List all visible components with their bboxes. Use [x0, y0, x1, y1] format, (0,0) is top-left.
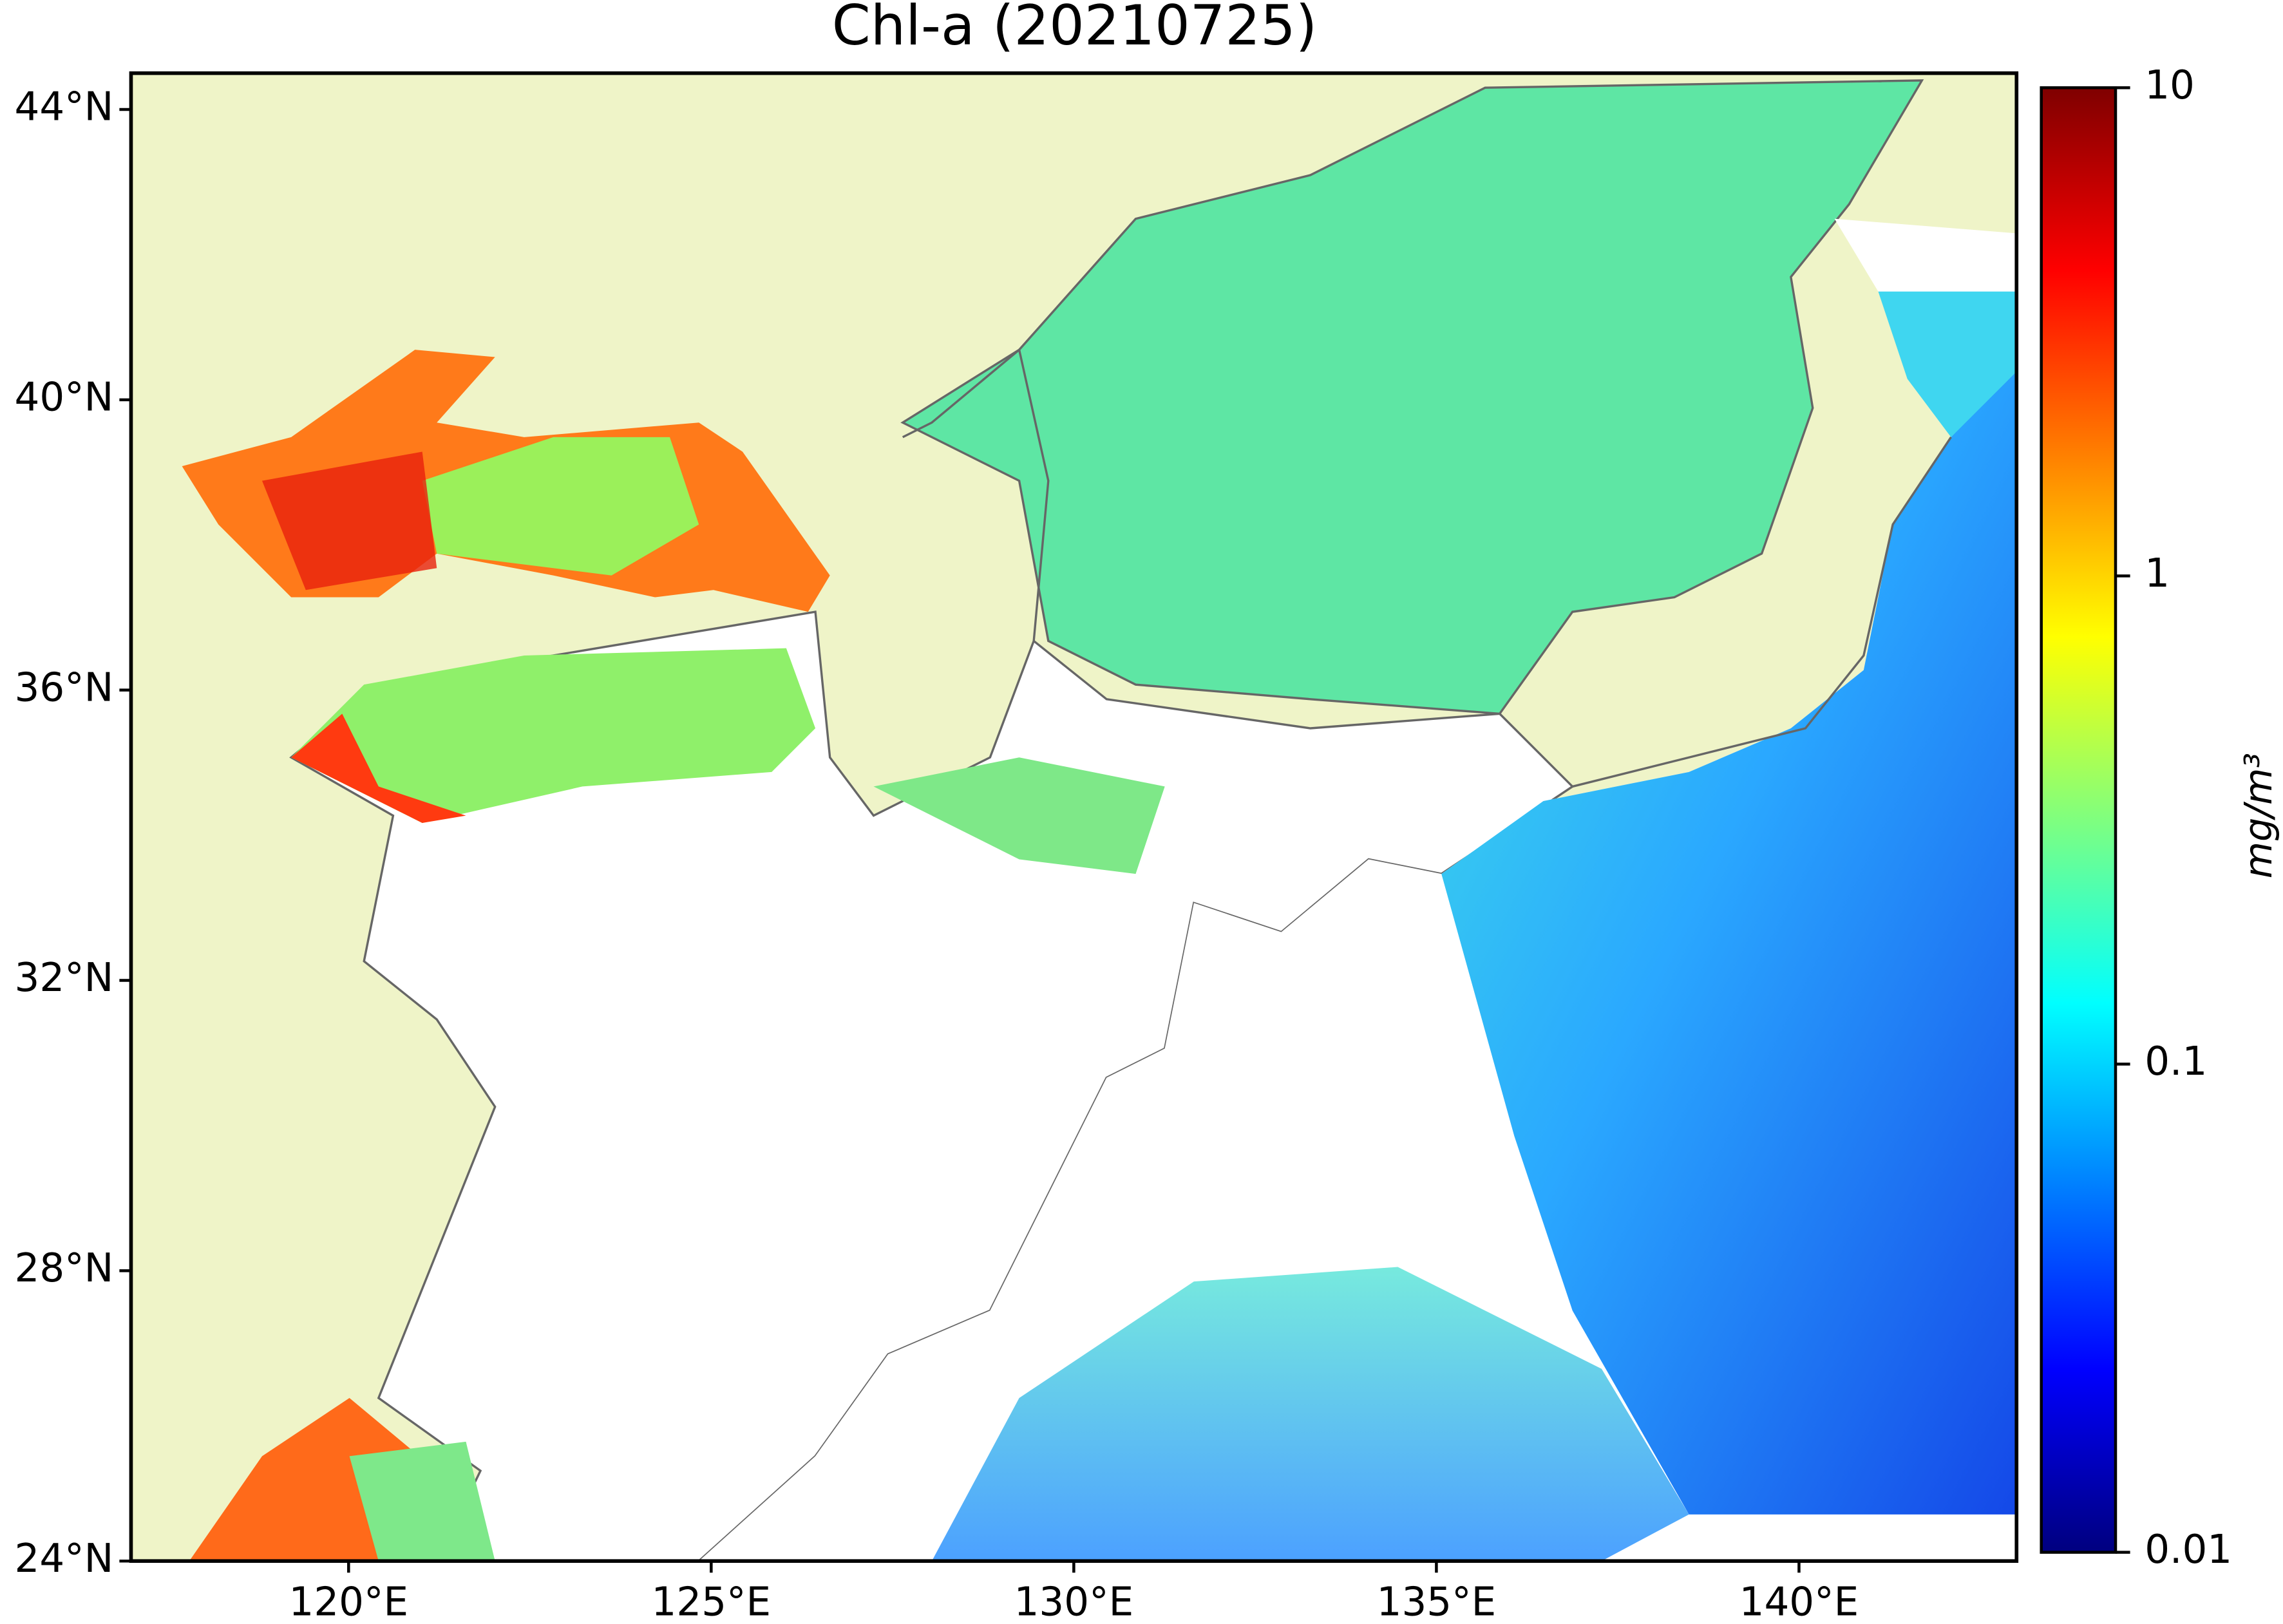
x-tick-label: 140°E	[1739, 1580, 1859, 1624]
sea-chl	[1878, 291, 2017, 437]
y-tick-label: 24°N	[15, 1536, 114, 1582]
sea-chl	[291, 713, 466, 823]
x-tick-label: 130°E	[1014, 1580, 1134, 1624]
sea-chl	[349, 1441, 495, 1562]
coastline	[902, 348, 1050, 641]
colorbar-tick-label: 10	[2145, 62, 2195, 108]
sea-chl	[900, 79, 1924, 715]
colorbar-tick-label: 0.01	[2145, 1527, 2232, 1572]
y-tick-label: 36°N	[15, 665, 114, 710]
sea-chl	[261, 451, 437, 590]
map-area	[131, 73, 2017, 1562]
y-tick-label: 44°N	[15, 84, 114, 130]
colorbar-tick-label: 0.1	[2145, 1039, 2207, 1084]
sea-chl	[931, 1267, 1689, 1562]
chart-title: Chl-a (20210725)	[832, 0, 1318, 58]
y-tick-label: 28°N	[15, 1245, 114, 1291]
y-tick-label: 32°N	[15, 955, 114, 1001]
colorbar	[2040, 86, 2117, 1554]
x-tick-label: 120°E	[289, 1580, 409, 1624]
colorbar-label: mg/m³	[2236, 753, 2280, 878]
y-tick-label: 40°N	[15, 374, 114, 420]
sea-chl	[422, 437, 699, 576]
sea-chl	[291, 648, 816, 823]
colorbar-tick-label: 1	[2145, 551, 2170, 596]
x-tick-label: 135°E	[1377, 1580, 1497, 1624]
x-tick-label: 125°E	[652, 1580, 772, 1624]
sea-chl	[873, 757, 1165, 874]
coastline	[1572, 436, 1952, 788]
sea-chl	[1441, 372, 2017, 1515]
